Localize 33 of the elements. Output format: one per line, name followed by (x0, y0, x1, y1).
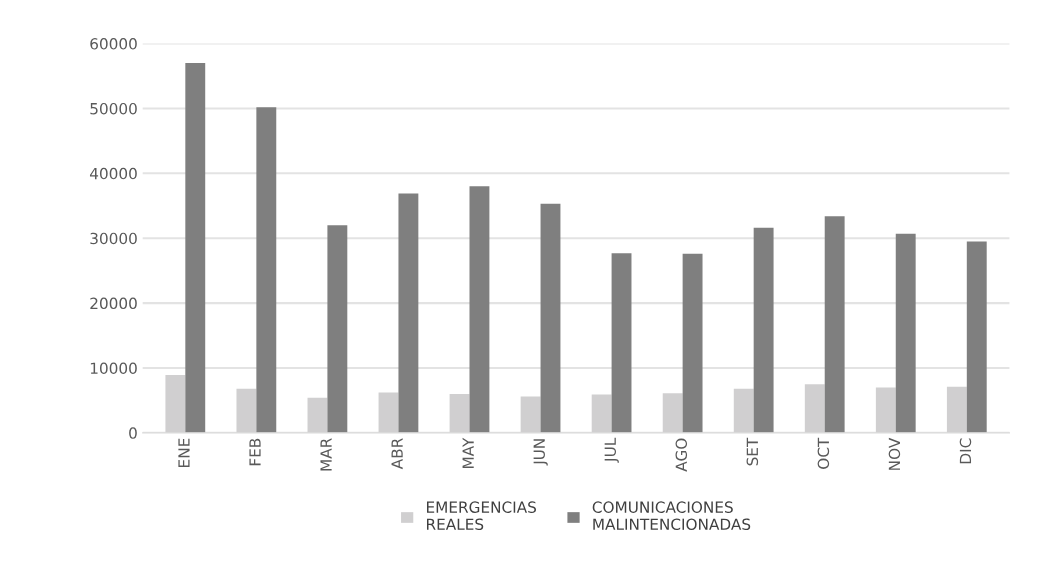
x-tick-label: FEB (249, 438, 261, 466)
y-tick-label: 50000 (90, 102, 137, 115)
bar (824, 216, 845, 433)
bar (611, 253, 632, 433)
x-tick-label: ABR (391, 438, 403, 470)
x-tick-label: OCT (817, 437, 830, 469)
x-tick-label: SET (746, 437, 759, 466)
y-tick-label: 30000 (90, 232, 137, 245)
bar (327, 225, 348, 433)
y-tick-label: 0 (129, 427, 137, 439)
x-tick-label: NOV (888, 437, 901, 470)
x-tick-label: JUL (604, 437, 619, 463)
y-tick-label: 10000 (90, 362, 137, 374)
y-tick-label: 40000 (89, 167, 137, 180)
bar (540, 203, 561, 433)
bar (256, 107, 277, 433)
y-tick-label: 20000 (90, 297, 137, 310)
bar (966, 241, 987, 433)
x-tick-label: MAY (462, 437, 474, 468)
bar (469, 186, 490, 433)
bar (682, 253, 703, 433)
x-tick-label: AGO (675, 438, 688, 472)
x-tick-label: JUN (533, 439, 548, 466)
x-tick-label: DIC (959, 438, 972, 464)
bar (895, 233, 916, 433)
x-tick-label: ENE (178, 438, 190, 467)
bar (398, 193, 419, 433)
y-tick-label: 60000 (90, 38, 137, 50)
bar (753, 227, 774, 433)
bar (185, 63, 206, 433)
legend-label: COMUNICACIONES MALINTENCIONADAS (592, 501, 751, 531)
x-tick-label: MAR (320, 438, 332, 471)
legend-label: EMERGENCIAS REALES (427, 501, 536, 531)
